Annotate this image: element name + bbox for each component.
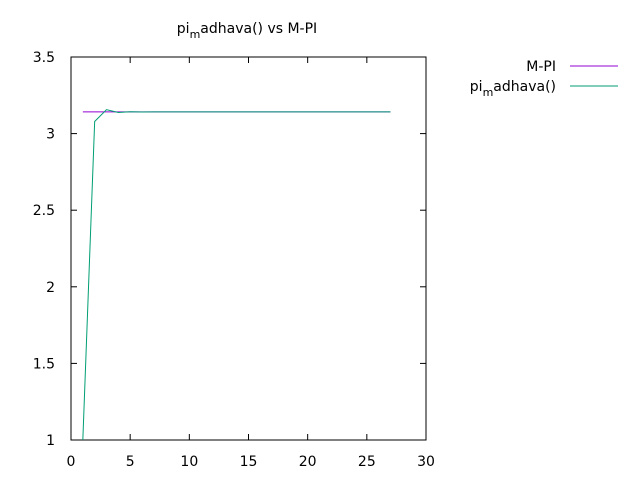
- y-tick-label: 2.5: [33, 203, 55, 219]
- x-tick-label: 0: [67, 454, 76, 470]
- chart-title: pimadhava() vs M-PI: [177, 21, 317, 41]
- chart-title-prefix: pi: [177, 21, 190, 37]
- legend-label: M-PI: [526, 59, 556, 75]
- plot-frame: [70, 56, 427, 441]
- legend-label-suffix: adhava(): [493, 79, 556, 95]
- y-axis: 1 1.5 2 2.5 3 3.5: [33, 50, 426, 449]
- y-tick-label: 2: [46, 280, 55, 296]
- y-tick-label: 1.5: [33, 356, 55, 372]
- x-axis: 0 5 10 15 20 25 30: [67, 57, 435, 470]
- chart-title-subscript: m: [190, 28, 201, 41]
- x-tick-label: 25: [358, 454, 376, 470]
- chart-title-suffix: adhava() vs M-PI: [200, 21, 317, 37]
- x-tick-label: 10: [180, 454, 198, 470]
- series-layer: [82, 109, 391, 441]
- y-tick-label: 3: [46, 127, 55, 143]
- legend-label-prefix: pi: [470, 79, 483, 95]
- legend: M-PI pimadhava(): [470, 59, 618, 99]
- y-tick-label: 3.5: [33, 50, 55, 66]
- y-tick-label: 1: [46, 433, 55, 449]
- legend-label-prefix: M-PI: [526, 59, 556, 75]
- x-tick-label: 15: [240, 454, 258, 470]
- series-line-pi-madhava: [82, 109, 391, 441]
- x-tick-label: 20: [299, 454, 317, 470]
- legend-label-subscript: m: [483, 86, 494, 99]
- legend-label: pimadhava(): [470, 79, 556, 99]
- x-tick-label: 5: [126, 454, 135, 470]
- x-tick-label: 30: [417, 454, 435, 470]
